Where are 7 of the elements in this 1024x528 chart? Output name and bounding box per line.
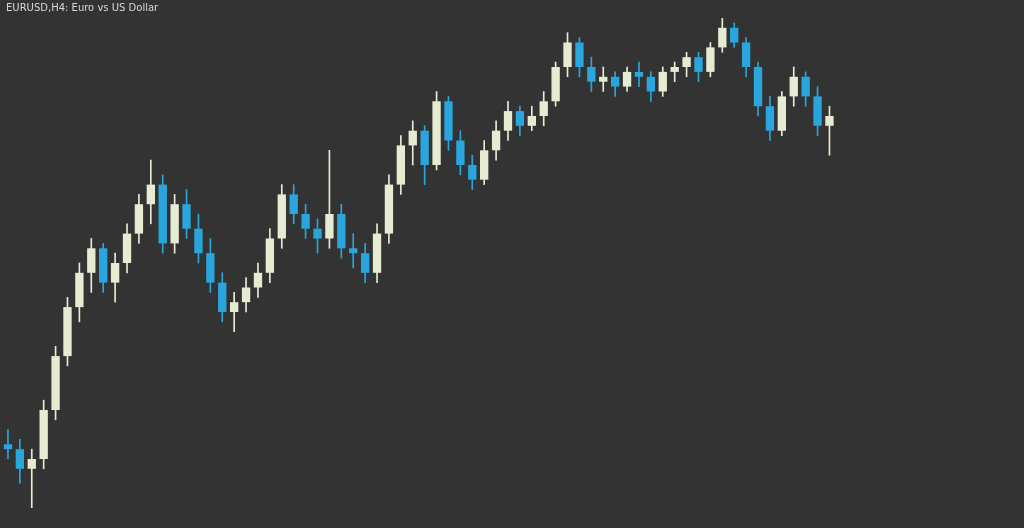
chart-title: EURUSD,H4: Euro vs US Dollar xyxy=(6,2,159,13)
candlestick xyxy=(3,429,13,460)
candlestick xyxy=(230,292,239,332)
candlestick xyxy=(634,61,644,87)
candlestick xyxy=(599,66,608,92)
candlestick xyxy=(349,233,358,269)
candlestick xyxy=(27,448,36,508)
